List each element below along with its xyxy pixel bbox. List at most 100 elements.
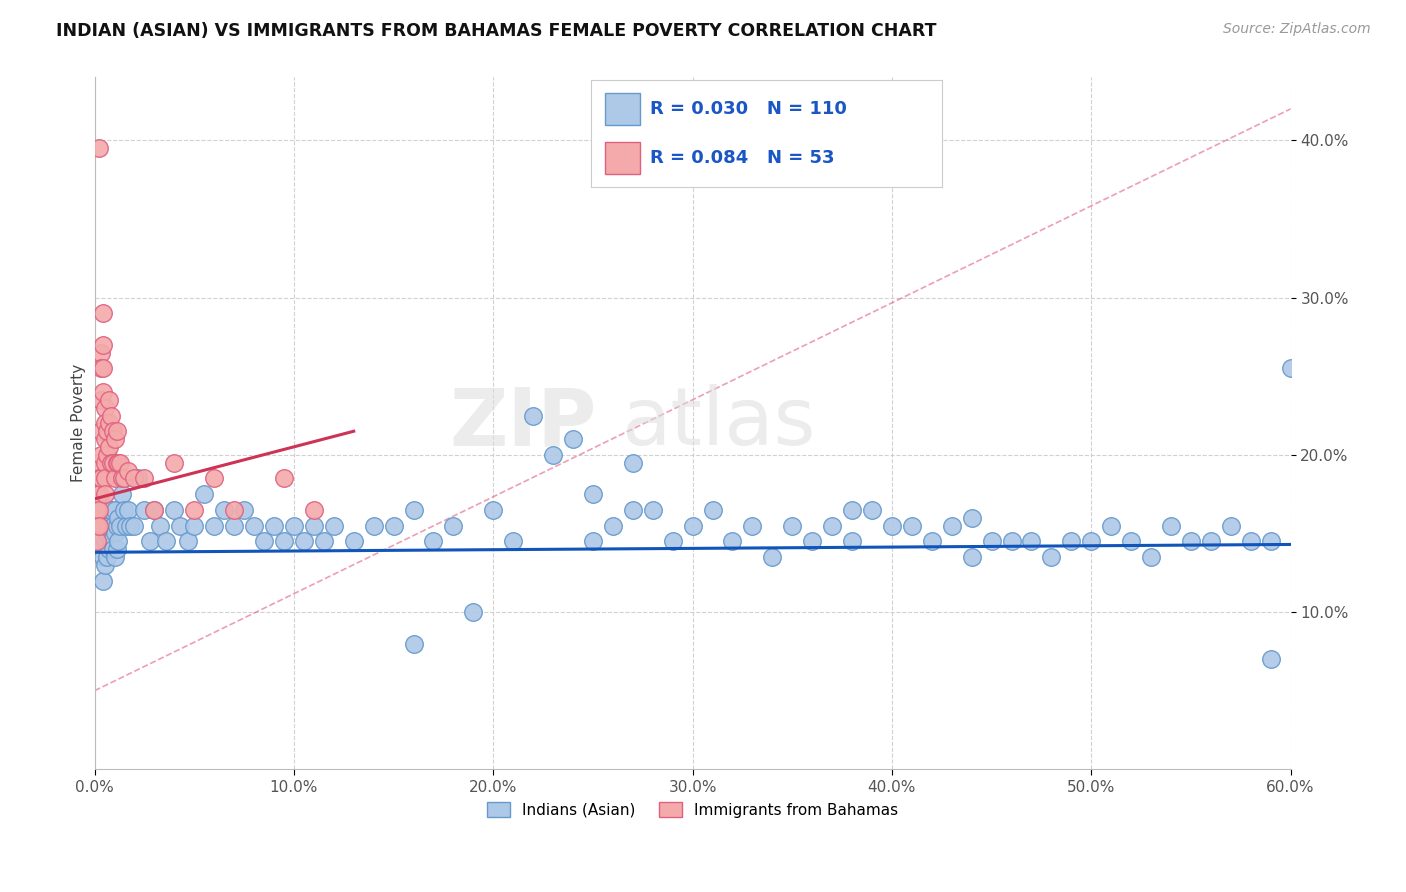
Point — [87, 518, 110, 533]
Point — [253, 534, 276, 549]
Point — [103, 503, 125, 517]
Point — [143, 503, 166, 517]
Point — [107, 456, 129, 470]
Text: ZIP: ZIP — [450, 384, 598, 462]
Point — [105, 424, 128, 438]
Point — [127, 471, 149, 485]
Point — [980, 534, 1002, 549]
Legend: Indians (Asian), Immigrants from Bahamas: Indians (Asian), Immigrants from Bahamas — [481, 796, 904, 824]
Point — [243, 518, 266, 533]
Point — [93, 487, 115, 501]
Point — [90, 495, 112, 509]
Point — [641, 503, 664, 517]
Point — [463, 605, 485, 619]
Point — [100, 456, 122, 470]
Point — [97, 542, 120, 557]
Point — [960, 549, 983, 564]
Point — [107, 534, 129, 549]
Point — [921, 534, 943, 549]
Point — [91, 518, 114, 533]
Point — [661, 534, 683, 549]
Point — [860, 503, 883, 517]
Point — [96, 549, 118, 564]
Point — [93, 401, 115, 415]
Point — [96, 424, 118, 438]
Point — [124, 471, 146, 485]
Point — [224, 503, 246, 517]
Point — [96, 503, 118, 517]
Point — [761, 549, 783, 564]
Point — [1180, 534, 1202, 549]
Point — [90, 471, 112, 485]
Point — [482, 503, 505, 517]
Point — [134, 503, 156, 517]
Point — [107, 510, 129, 524]
Point — [183, 518, 205, 533]
Point — [93, 558, 115, 572]
Point — [1021, 534, 1043, 549]
Text: Source: ZipAtlas.com: Source: ZipAtlas.com — [1223, 22, 1371, 37]
Point — [821, 518, 844, 533]
FancyBboxPatch shape — [605, 143, 640, 175]
Point — [87, 503, 110, 517]
Point — [169, 518, 191, 533]
Point — [91, 549, 114, 564]
Point — [1160, 518, 1182, 533]
Point — [541, 448, 564, 462]
Point — [149, 518, 172, 533]
Point — [90, 361, 112, 376]
Point — [562, 432, 585, 446]
Point — [93, 456, 115, 470]
Point — [1140, 549, 1163, 564]
Point — [93, 471, 115, 485]
Point — [941, 518, 963, 533]
Point — [117, 503, 139, 517]
Point — [87, 141, 110, 155]
Point — [97, 440, 120, 454]
Point — [90, 392, 112, 407]
Point — [86, 503, 108, 517]
Point — [202, 471, 225, 485]
Point — [441, 518, 464, 533]
Point — [90, 424, 112, 438]
Point — [87, 518, 110, 533]
Point — [97, 417, 120, 431]
Point — [721, 534, 744, 549]
Point — [90, 542, 112, 557]
Point — [621, 503, 644, 517]
Point — [273, 534, 295, 549]
Point — [114, 503, 136, 517]
Point — [960, 510, 983, 524]
Point — [91, 361, 114, 376]
Point — [312, 534, 335, 549]
Point — [1000, 534, 1022, 549]
Point — [901, 518, 924, 533]
Point — [841, 534, 863, 549]
Point — [163, 503, 186, 517]
Y-axis label: Female Poverty: Female Poverty — [72, 364, 86, 483]
Point — [91, 306, 114, 320]
Point — [233, 503, 256, 517]
Point — [682, 518, 704, 533]
Point — [193, 487, 215, 501]
Point — [86, 518, 108, 533]
Point — [212, 503, 235, 517]
FancyBboxPatch shape — [605, 93, 640, 125]
Point — [1121, 534, 1143, 549]
Point — [93, 534, 115, 549]
Point — [143, 503, 166, 517]
Point — [273, 471, 295, 485]
Point — [111, 471, 134, 485]
Point — [91, 384, 114, 399]
Point — [880, 518, 903, 533]
Point — [103, 432, 125, 446]
Point — [522, 409, 544, 423]
Point — [780, 518, 803, 533]
Point — [103, 526, 125, 541]
Point — [1199, 534, 1222, 549]
Point — [224, 518, 246, 533]
Point — [93, 432, 115, 446]
Point — [91, 574, 114, 588]
Point — [139, 534, 162, 549]
Point — [105, 542, 128, 557]
